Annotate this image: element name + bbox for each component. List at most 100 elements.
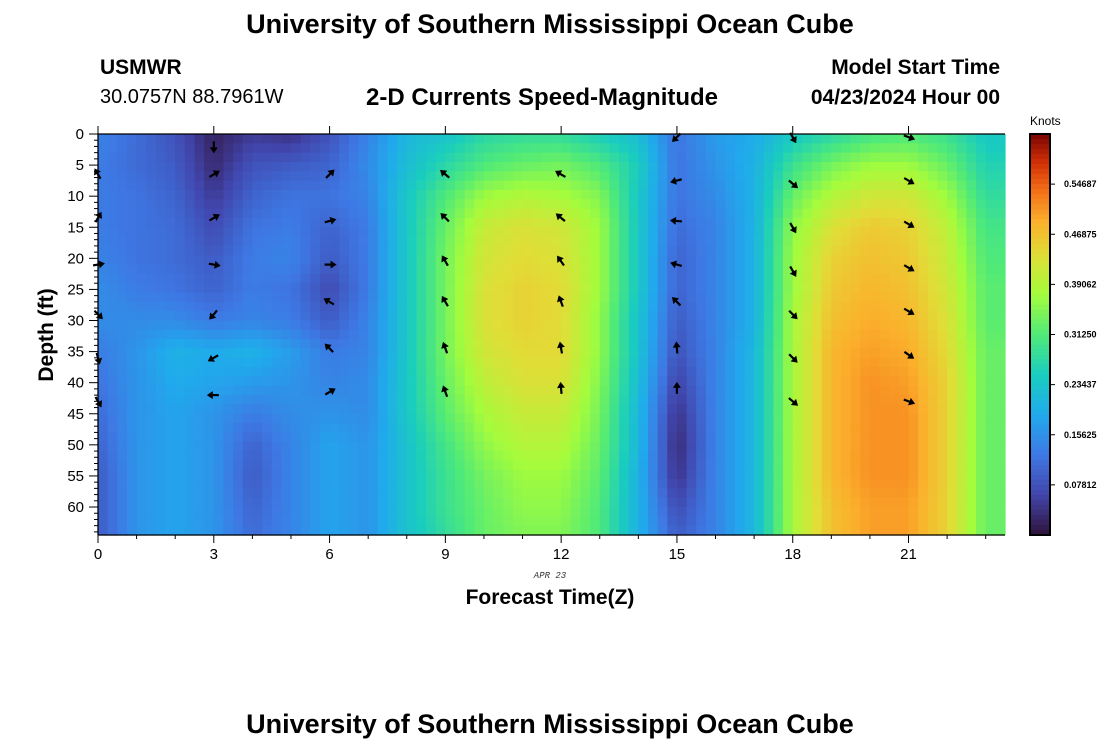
colorbar-segment bbox=[1030, 390, 1050, 396]
heatmap-cell bbox=[330, 507, 340, 517]
speed-heatmap-chart: 0 3 6 9 12 15 18 21051015202530354045505560 For… bbox=[0, 0, 1100, 700]
heatmap-cell bbox=[301, 255, 311, 265]
heatmap-cell bbox=[870, 181, 880, 191]
heatmap-cell bbox=[108, 199, 118, 209]
heatmap-cell bbox=[889, 423, 899, 433]
heatmap-cell bbox=[793, 488, 803, 498]
heatmap-cell bbox=[262, 218, 272, 228]
heatmap-cell bbox=[532, 386, 542, 396]
heatmap-cell bbox=[764, 395, 774, 405]
heatmap-cell bbox=[281, 376, 291, 386]
heatmap-cell bbox=[571, 376, 581, 386]
heatmap-cell bbox=[349, 274, 359, 284]
heatmap-cell bbox=[976, 209, 986, 219]
heatmap-cell bbox=[407, 460, 417, 470]
heatmap-cell bbox=[986, 302, 996, 312]
heatmap-cell bbox=[166, 255, 176, 265]
heatmap-cell bbox=[880, 460, 890, 470]
heatmap-cell bbox=[542, 516, 552, 526]
heatmap-cell bbox=[986, 367, 996, 377]
heatmap-cell bbox=[127, 246, 137, 256]
heatmap-cell bbox=[117, 237, 127, 247]
heatmap-cell bbox=[243, 321, 253, 331]
heatmap-cell bbox=[214, 432, 224, 442]
heatmap-cell bbox=[773, 498, 783, 508]
heatmap-cell bbox=[156, 246, 166, 256]
heatmap-cell bbox=[156, 218, 166, 228]
heatmap-cell bbox=[494, 237, 504, 247]
heatmap-cell bbox=[706, 498, 716, 508]
heatmap-cell bbox=[590, 451, 600, 461]
heatmap-cell bbox=[204, 376, 214, 386]
colorbar-segment bbox=[1030, 405, 1050, 411]
colorbar-segment bbox=[1030, 335, 1050, 341]
heatmap-cell bbox=[513, 460, 523, 470]
heatmap-cell bbox=[812, 143, 822, 153]
heatmap-cell bbox=[822, 311, 832, 321]
heatmap-cell bbox=[465, 237, 475, 247]
heatmap-cell bbox=[378, 358, 388, 368]
heatmap-cell bbox=[513, 432, 523, 442]
heatmap-cell bbox=[735, 181, 745, 191]
heatmap-cell bbox=[744, 414, 754, 424]
heatmap-cell bbox=[137, 404, 147, 414]
heatmap-cell bbox=[523, 237, 533, 247]
heatmap-cell bbox=[503, 246, 513, 256]
heatmap-cell bbox=[233, 516, 243, 526]
heatmap-cell bbox=[339, 162, 349, 172]
heatmap-cell bbox=[378, 321, 388, 331]
heatmap-cell bbox=[860, 218, 870, 228]
heatmap-cell bbox=[397, 376, 407, 386]
heatmap-cell bbox=[928, 339, 938, 349]
heatmap-cell bbox=[166, 330, 176, 340]
heatmap-cell bbox=[966, 386, 976, 396]
heatmap-cell bbox=[233, 209, 243, 219]
heatmap-cell bbox=[880, 209, 890, 219]
heatmap-cell bbox=[764, 414, 774, 424]
heatmap-cell bbox=[966, 311, 976, 321]
heatmap-cell bbox=[802, 302, 812, 312]
x-tick-label: 3 bbox=[210, 546, 218, 563]
heatmap-cell bbox=[571, 237, 581, 247]
heatmap-cell bbox=[426, 330, 436, 340]
heatmap-cell bbox=[204, 227, 214, 237]
heatmap-cell bbox=[716, 479, 726, 489]
colorbar-segment bbox=[1030, 465, 1050, 471]
heatmap-cell bbox=[831, 237, 841, 247]
heatmap-cell bbox=[687, 311, 697, 321]
heatmap-cell bbox=[552, 321, 562, 331]
heatmap-cell bbox=[590, 516, 600, 526]
heatmap-cell bbox=[986, 153, 996, 163]
heatmap-cell bbox=[802, 293, 812, 303]
heatmap-cell bbox=[223, 516, 233, 526]
heatmap-cell bbox=[841, 395, 851, 405]
heatmap-cell bbox=[870, 171, 880, 181]
heatmap-cell bbox=[474, 181, 484, 191]
heatmap-cell bbox=[291, 162, 301, 172]
heatmap-cell bbox=[204, 153, 214, 163]
heatmap-cell bbox=[416, 470, 426, 480]
heatmap-cell bbox=[291, 498, 301, 508]
heatmap-cell bbox=[957, 526, 967, 536]
heatmap-cell bbox=[233, 190, 243, 200]
heatmap-cell bbox=[928, 386, 938, 396]
heatmap-cell bbox=[725, 143, 735, 153]
heatmap-cell bbox=[455, 162, 465, 172]
heatmap-cell bbox=[754, 321, 764, 331]
heatmap-cell bbox=[484, 376, 494, 386]
heatmap-cell bbox=[744, 432, 754, 442]
heatmap-cell bbox=[426, 442, 436, 452]
heatmap-cell bbox=[976, 218, 986, 228]
heatmap-cell bbox=[609, 386, 619, 396]
colorbar-segment bbox=[1030, 460, 1050, 466]
heatmap-cell bbox=[484, 516, 494, 526]
heatmap-cell bbox=[860, 395, 870, 405]
heatmap-cell bbox=[648, 199, 658, 209]
heatmap-cell bbox=[561, 526, 571, 536]
heatmap-cell bbox=[744, 376, 754, 386]
heatmap-cell bbox=[619, 498, 629, 508]
heatmap-cell bbox=[696, 330, 706, 340]
heatmap-cell bbox=[252, 171, 262, 181]
heatmap-cell bbox=[957, 218, 967, 228]
heatmap-cell bbox=[252, 199, 262, 209]
